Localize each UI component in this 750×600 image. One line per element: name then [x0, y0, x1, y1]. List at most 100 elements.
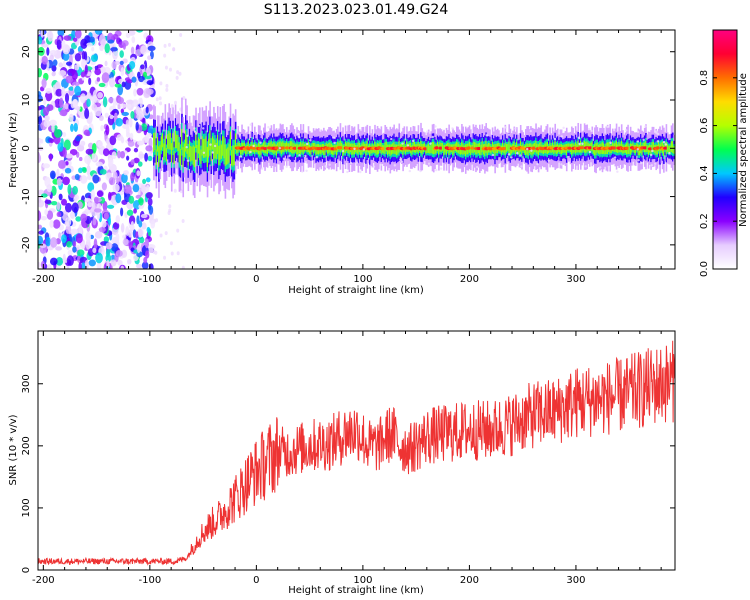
- spectrogram-noise-cell: [159, 81, 163, 86]
- spectrogram-carrier-cell: [154, 132, 156, 151]
- spectrogram-scatter-cell: [353, 147, 356, 151]
- spectrogram-noise-cell: [66, 241, 73, 248]
- spectrogram-noise-cell: [168, 204, 172, 209]
- spectrogram-noise-cell: [86, 98, 91, 107]
- spectrogram-noise-cell: [110, 243, 119, 252]
- spectrogram-carrier-peak: [338, 146, 344, 150]
- spectrogram-noise-cell: [90, 54, 98, 63]
- spectrogram-carrier-cell: [535, 140, 537, 153]
- spectrogram-scatter-cell: [202, 151, 206, 154]
- spectrogram-scatter-cell: [193, 127, 196, 130]
- colorbar-tick-label: 0.2: [699, 213, 710, 229]
- spectrogram-carrier-cell: [204, 138, 206, 158]
- spectrogram-carrier-cell: [459, 145, 462, 155]
- spectrogram-noise-cell: [109, 114, 114, 120]
- spectrogram-noise-cell: [138, 203, 144, 210]
- spectrogram-carrier-cell: [509, 144, 512, 156]
- spectrogram-noise-cell: [114, 112, 118, 119]
- spectrogram-noise-cell: [121, 249, 128, 258]
- spectrogram-noise-cell: [94, 30, 103, 35]
- spectrogram-noise-cell: [71, 81, 80, 87]
- spectrogram-carrier-cell: [167, 134, 169, 149]
- snr-x-tick-label: 100: [353, 575, 372, 586]
- spectrogram-noise-cell: [99, 168, 107, 175]
- spectrogram-carrier-cell: [213, 138, 215, 160]
- spectrogram-noise-cell: [52, 84, 57, 94]
- spectrogram-noise-cell: [181, 265, 185, 269]
- spectrogram-carrier-cell: [652, 141, 655, 152]
- spectrogram-carrier-peak: [263, 146, 269, 151]
- spectrogram-scatter-cell: [426, 130, 429, 133]
- spectrogram-carrier-cell: [195, 131, 197, 149]
- spectrogram-scatter-cell: [560, 163, 563, 166]
- spectrogram-noise-cell: [74, 64, 80, 71]
- spectrogram-noise-cell: [75, 135, 81, 142]
- spectrogram-carrier-cell: [223, 136, 225, 159]
- spectrogram-carrier-cell: [177, 135, 179, 151]
- spectrogram-noise-cell: [119, 60, 124, 65]
- spectrogram-noise-cell: [137, 161, 143, 167]
- spectrogram-noise-cell: [136, 87, 144, 96]
- spectrogram-noise-cell: [96, 190, 104, 197]
- spectrogram-scatter-cell: [202, 127, 205, 130]
- spectrogram-scatter-cell: [239, 155, 243, 158]
- spectrogram-noise-cell: [64, 103, 69, 110]
- spectrogram-noise-cell: [47, 263, 52, 269]
- spectrogram-scatter-cell: [514, 127, 517, 130]
- spectrogram-scatter-cell: [491, 153, 495, 157]
- spectrogram-noise-cell: [116, 176, 120, 185]
- spectrogram-noise-cell: [138, 97, 143, 104]
- spectrogram-noise-cell: [46, 47, 50, 56]
- snr-series-line: [38, 340, 675, 566]
- snr-x-ticks: -200 -100 0 100 200 300: [32, 331, 662, 586]
- spectrogram-noise-cell: [51, 71, 56, 77]
- spectrogram-carrier-cell: [159, 144, 162, 159]
- spectrogram-carrier-cell: [583, 140, 586, 153]
- spectrogram-carrier-cell: [161, 133, 164, 148]
- spectrogram-scatter-cell: [439, 167, 443, 170]
- spectrogram-scatter-cell: [516, 152, 519, 155]
- colorbar-gradient: [713, 30, 737, 269]
- spectrogram-scatter-cell: [607, 165, 611, 168]
- spectrogram-scatter-cell: [399, 158, 402, 161]
- spectrogram-marks: [38, 30, 675, 269]
- snr-y-axis-label: SNR (10 * v/v): [8, 414, 19, 485]
- spectrogram-noise-cell: [67, 249, 73, 256]
- spectrogram-noise-cell: [117, 104, 121, 110]
- spectrogram-scatter-cell: [581, 142, 584, 145]
- spectrogram-scatter-cell: [625, 129, 628, 132]
- spectrogram-scatter-cell: [197, 124, 201, 128]
- spectrogram-carrier-cell: [227, 147, 229, 165]
- snr-x-tick-label: -100: [138, 575, 161, 586]
- spectrogram-noise-cell: [49, 119, 57, 127]
- spectrogram-noise-cell: [145, 191, 153, 199]
- snr-background: [38, 331, 675, 570]
- spectrogram-noise-cell: [147, 204, 152, 211]
- spectrogram-noise-cell: [85, 148, 94, 155]
- spectrogram-scatter-cell: [637, 158, 640, 162]
- spectrogram-carrier-peak: [521, 147, 527, 151]
- spectrogram-noise-cell: [93, 208, 102, 213]
- spectrogram-carrier-cell: [628, 145, 631, 154]
- spectrogram-noise-cell: [54, 129, 62, 138]
- spectrogram-noise-cell: [78, 167, 83, 174]
- spectrogram-noise-cell: [136, 30, 144, 33]
- spectrogram-noise-cell: [49, 219, 54, 229]
- snr-x-tick-label: 0: [253, 575, 259, 586]
- spectrogram-noise-cell: [138, 236, 145, 244]
- spectrogram-noise-cell: [52, 59, 58, 67]
- spectrogram-noise-cell: [123, 170, 129, 176]
- spectrogram-scatter-cell: [406, 144, 410, 147]
- spectrogram-carrier-cell: [360, 145, 362, 155]
- spectrogram-noise-cell: [117, 150, 121, 159]
- spectrogram-noise-cell: [145, 177, 151, 183]
- spectrogram-scatter-cell: [640, 161, 643, 165]
- spectrogram-noise-cell: [144, 135, 150, 143]
- spectrogram-carrier-cell: [385, 141, 388, 152]
- spectrogram-noise-cell: [51, 123, 55, 133]
- spectrogram-noise-cell: [44, 90, 53, 102]
- spectrogram-carrier-cell: [673, 146, 675, 154]
- spectrogram-noise-cell: [163, 255, 167, 260]
- spectrogram-noise-cell: [135, 121, 139, 131]
- spectrogram-noise-cell: [79, 93, 87, 104]
